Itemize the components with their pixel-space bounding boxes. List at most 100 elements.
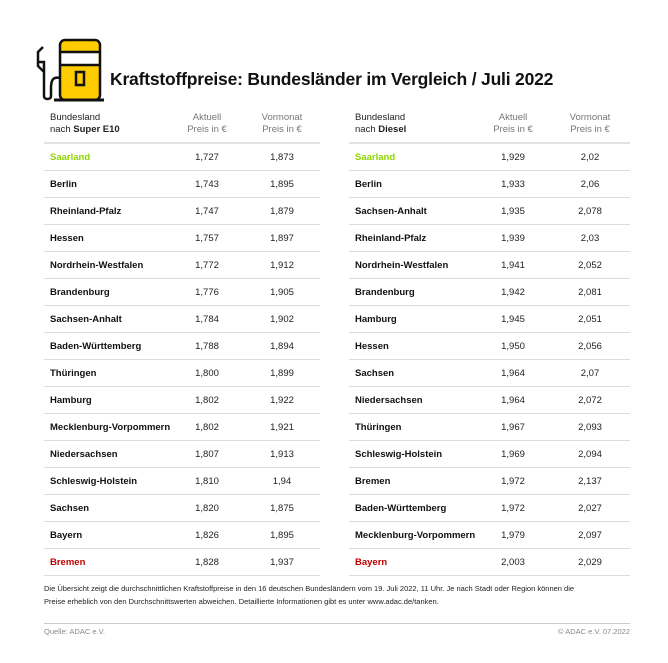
previous-price: 2,097 xyxy=(578,530,602,541)
state-name: Thüringen xyxy=(355,422,402,433)
state-name: Hamburg xyxy=(50,395,92,406)
table-row: Nordrhein-Westfalen 1,772 1,912 xyxy=(44,252,320,279)
table-row: Thüringen 1,800 1,899 xyxy=(44,360,320,387)
state-name: Hessen xyxy=(355,341,389,352)
previous-price: 1,873 xyxy=(270,152,294,163)
state-name: Thüringen xyxy=(50,368,97,379)
current-price: 1,757 xyxy=(195,233,219,244)
current-price: 1,743 xyxy=(195,179,219,190)
header-label: Aktuell xyxy=(498,112,528,123)
current-price: 1,942 xyxy=(501,287,525,298)
table-row: Hamburg 1,945 2,051 xyxy=(349,306,630,333)
page-title: Kraftstoffpreise: Bundesländer im Vergle… xyxy=(110,69,554,89)
header-current: Aktuell Preis in € xyxy=(478,112,548,136)
current-price: 1,964 xyxy=(501,395,525,406)
fuel-type: Super E10 xyxy=(73,124,120,135)
state-name: Sachsen xyxy=(355,368,395,379)
state-name: Nordrhein-Westfalen xyxy=(50,260,144,271)
current-price: 1,941 xyxy=(501,260,525,271)
previous-price: 2,029 xyxy=(578,557,602,568)
previous-price: 1,875 xyxy=(270,503,294,514)
header-label: Preis in € xyxy=(187,124,227,135)
current-price: 1,933 xyxy=(501,179,525,190)
state-name: Mecklenburg-Vorpommern xyxy=(355,530,476,541)
current-price: 1,802 xyxy=(195,422,219,433)
current-price: 1,784 xyxy=(195,314,219,325)
current-price: 1,979 xyxy=(501,530,525,541)
previous-price: 2,137 xyxy=(578,476,602,487)
previous-price: 2,056 xyxy=(578,341,602,352)
table-row: Mecklenburg-Vorpommern 1,979 2,097 xyxy=(349,522,630,549)
table-header: Bundesland nach Super E10 Aktuell Preis in… xyxy=(44,112,320,144)
fuel-pump-icon xyxy=(36,38,104,102)
table-row: Schleswig-Holstein 1,810 1,94 xyxy=(44,468,320,495)
previous-price: 1,913 xyxy=(270,449,294,460)
previous-price: 2,093 xyxy=(578,422,602,433)
table-row: Sachsen-Anhalt 1,784 1,902 xyxy=(44,306,320,333)
state-name: Niedersachsen xyxy=(355,395,423,406)
header-label: Preis in € xyxy=(570,124,610,135)
table-row: Bremen 1,972 2,137 xyxy=(349,468,630,495)
current-price: 1,747 xyxy=(195,206,219,217)
current-price: 1,945 xyxy=(501,314,525,325)
previous-price: 1,899 xyxy=(270,368,294,379)
table-diesel: Bundesland nach Diesel Aktuell Preis in € … xyxy=(349,112,630,576)
table-row: Rheinland-Pfalz 1,939 2,03 xyxy=(349,225,630,252)
table-row: Baden-Württemberg 1,972 2,027 xyxy=(349,495,630,522)
table-row: Mecklenburg-Vorpommern 1,802 1,921 xyxy=(44,414,320,441)
state-name: Rheinland-Pfalz xyxy=(355,233,427,244)
table-row: Bayern 1,826 1,895 xyxy=(44,522,320,549)
current-price: 1,820 xyxy=(195,503,219,514)
table-row: Saarland 1,929 2,02 xyxy=(349,144,630,171)
table-row: Berlin 1,743 1,895 xyxy=(44,171,320,198)
fuel-type: Diesel xyxy=(378,124,407,135)
state-name: Sachsen-Anhalt xyxy=(50,314,122,325)
state-name: Nordrhein-Westfalen xyxy=(355,260,449,271)
state-name: Bremen xyxy=(50,557,86,568)
state-name: Saarland xyxy=(50,152,91,163)
table-row: Hessen 1,757 1,897 xyxy=(44,225,320,252)
header-label: Vormonat xyxy=(569,112,611,123)
current-price: 1,800 xyxy=(195,368,219,379)
table-row: Sachsen 1,964 2,07 xyxy=(349,360,630,387)
state-name: Baden-Württemberg xyxy=(355,503,447,514)
header-label: Vormonat xyxy=(261,112,303,123)
source: Quelle: ADAC e.V. xyxy=(44,627,106,636)
state-name: Rheinland-Pfalz xyxy=(50,206,122,217)
previous-price: 1,902 xyxy=(270,314,294,325)
current-price: 1,772 xyxy=(195,260,219,271)
previous-price: 1,94 xyxy=(272,476,292,487)
table-row: Berlin 1,933 2,06 xyxy=(349,171,630,198)
current-price: 1,810 xyxy=(195,476,219,487)
header-label: Bundesland xyxy=(50,112,101,123)
header-current: Aktuell Preis in € xyxy=(172,112,242,136)
current-price: 1,826 xyxy=(195,530,219,541)
state-name: Niedersachsen xyxy=(50,449,118,460)
current-price: 1,776 xyxy=(195,287,219,298)
table-row: Rheinland-Pfalz 1,747 1,879 xyxy=(44,198,320,225)
previous-price: 2,094 xyxy=(578,449,602,460)
previous-price: 1,894 xyxy=(270,341,294,352)
current-price: 1,939 xyxy=(501,233,525,244)
table-row: Hamburg 1,802 1,922 xyxy=(44,387,320,414)
current-price: 1,727 xyxy=(195,152,219,163)
copyright: © ADAC e.V. 07.2022 xyxy=(558,627,630,636)
previous-price: 1,895 xyxy=(270,530,294,541)
table-row: Hessen 1,950 2,056 xyxy=(349,333,630,360)
header-previous: Vormonat Preis in € xyxy=(555,112,625,136)
current-price: 1,807 xyxy=(195,449,219,460)
state-name: Berlin xyxy=(355,179,382,190)
previous-price: 2,081 xyxy=(578,287,602,298)
previous-price: 1,922 xyxy=(270,395,294,406)
table-row: Bremen 1,828 1,937 xyxy=(44,549,320,576)
current-price: 1,950 xyxy=(501,341,525,352)
header-label: Preis in € xyxy=(493,124,533,135)
table-row: Nordrhein-Westfalen 1,941 2,052 xyxy=(349,252,630,279)
current-price: 1,967 xyxy=(501,422,525,433)
state-name: Bayern xyxy=(355,557,388,568)
divider xyxy=(44,623,630,624)
previous-price: 2,02 xyxy=(580,152,600,163)
header-label: Bundesland xyxy=(355,112,406,123)
previous-price: 2,07 xyxy=(580,368,600,379)
